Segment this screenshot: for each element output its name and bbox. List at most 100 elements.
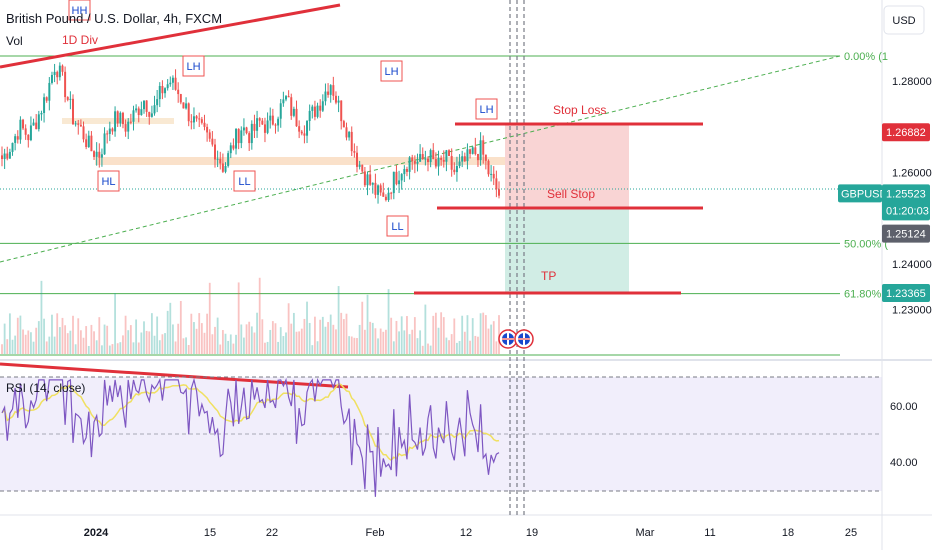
candle-47 [124, 119, 127, 137]
svg-text:LL: LL [238, 176, 250, 188]
candle-168 [442, 150, 445, 168]
candle-31 [82, 121, 85, 143]
price-tick-3: 1.23000 [892, 305, 932, 317]
volume-bar-113 [298, 331, 301, 354]
volume-bar-51 [135, 319, 138, 354]
candle-8 [22, 118, 25, 131]
candle-60 [158, 82, 161, 108]
candle-96 [253, 114, 256, 139]
rsi-label: RSI (14, close) [6, 381, 85, 395]
time-tick-0: 2024 [84, 527, 109, 539]
volume-bar-82 [216, 317, 219, 354]
svg-text:HH: HH [72, 5, 88, 17]
volume-bar-106 [279, 327, 282, 354]
candle-145 [382, 182, 385, 197]
candle-119 [313, 100, 316, 121]
volume-bar-117 [308, 322, 311, 354]
volume-bar-88 [232, 343, 235, 354]
time-tick-5: 19 [526, 527, 538, 539]
candle-141 [371, 182, 374, 194]
price-tick-2: 1.24000 [892, 259, 932, 271]
swing-label-5: LL [233, 170, 256, 192]
volume-bar-162 [427, 343, 429, 354]
candle-44 [116, 110, 119, 127]
volume-label: Vol [6, 34, 23, 48]
volume-bar-33 [87, 345, 90, 354]
volume-bar-11 [30, 332, 32, 354]
candle-10 [27, 134, 30, 148]
volume-bar-129 [340, 312, 343, 354]
candle-55 [145, 100, 148, 117]
candle-186 [490, 165, 493, 182]
currency-label: USD [892, 15, 915, 27]
candle-175 [461, 150, 464, 168]
candle-72 [190, 114, 193, 130]
time-tick-8: 18 [782, 527, 794, 539]
volume-bar-9 [24, 334, 27, 354]
volume-bar-72 [190, 313, 193, 354]
candle-137 [361, 164, 364, 174]
candle-144 [379, 183, 382, 196]
volume-bar-174 [458, 341, 461, 354]
candle-61 [161, 80, 164, 100]
candle-183 [482, 135, 485, 164]
price-axis[interactable]: 1.28000 1.26000 1.24000 1.23000 [892, 76, 932, 317]
currency-button[interactable] [883, 5, 925, 35]
volume-bar-138 [363, 329, 366, 354]
candle-56 [148, 111, 151, 125]
candle-131 [345, 122, 348, 141]
volume-bar-151 [398, 331, 400, 354]
volume-bar-144 [379, 328, 382, 354]
swing-label-3: LH [475, 98, 498, 120]
candle-0 [1, 146, 3, 167]
volume-bar-42 [111, 344, 114, 354]
candle-67 [177, 82, 180, 103]
candle-136 [358, 160, 361, 170]
candle-163 [429, 148, 432, 168]
candle-46 [121, 111, 124, 129]
volume-bar-44 [116, 343, 119, 354]
time-axis[interactable]: 2024 15 22 Feb 12 19 Mar 11 18 25 [84, 527, 857, 539]
candle-164 [432, 143, 435, 160]
candle-113 [298, 120, 301, 139]
candle-114 [300, 129, 303, 136]
volume-bar-153 [403, 330, 406, 354]
volume-bar-25 [66, 333, 69, 354]
candle-117 [308, 104, 311, 131]
event-flags[interactable] [498, 329, 534, 349]
candle-170 [448, 149, 451, 157]
time-tick-1: 15 [204, 527, 216, 539]
candle-147 [387, 187, 390, 202]
candle-22 [58, 62, 61, 81]
upper-trendline[interactable] [0, 3, 341, 69]
volume-bar-98 [258, 277, 261, 354]
rsi-trendline[interactable] [0, 362, 349, 389]
candle-109 [287, 90, 290, 98]
candle-99 [261, 117, 264, 126]
last-price-text: 1.25523 [886, 188, 926, 200]
volume-bar-91 [240, 324, 243, 354]
price-tag-0 [882, 123, 930, 142]
volume-bar-30 [79, 330, 82, 354]
volume-bar-95 [250, 326, 253, 354]
volume-bar-21 [56, 313, 59, 354]
volume-bar-29 [77, 318, 80, 354]
volume-bar-96 [253, 332, 256, 354]
candle-139 [366, 171, 369, 196]
swing-label-2: LH [380, 60, 403, 82]
candle-180 [474, 137, 477, 156]
volume-bar-57 [150, 313, 153, 354]
volume-bar-120 [316, 341, 319, 354]
candle-26 [69, 91, 72, 110]
candle-182 [479, 132, 482, 166]
candle-71 [187, 102, 190, 127]
volume-bar-181 [477, 336, 479, 354]
rsi-tick-1: 40.00 [890, 457, 918, 469]
symbol-title: British Pound / U.S. Dollar, 4h, FXCM [6, 11, 222, 26]
volume-bar-145 [382, 331, 385, 354]
volume-bar-160 [421, 345, 424, 354]
rsi-tick-0: 60.00 [890, 401, 918, 413]
candle-12 [32, 118, 35, 126]
candle-68 [179, 93, 182, 105]
